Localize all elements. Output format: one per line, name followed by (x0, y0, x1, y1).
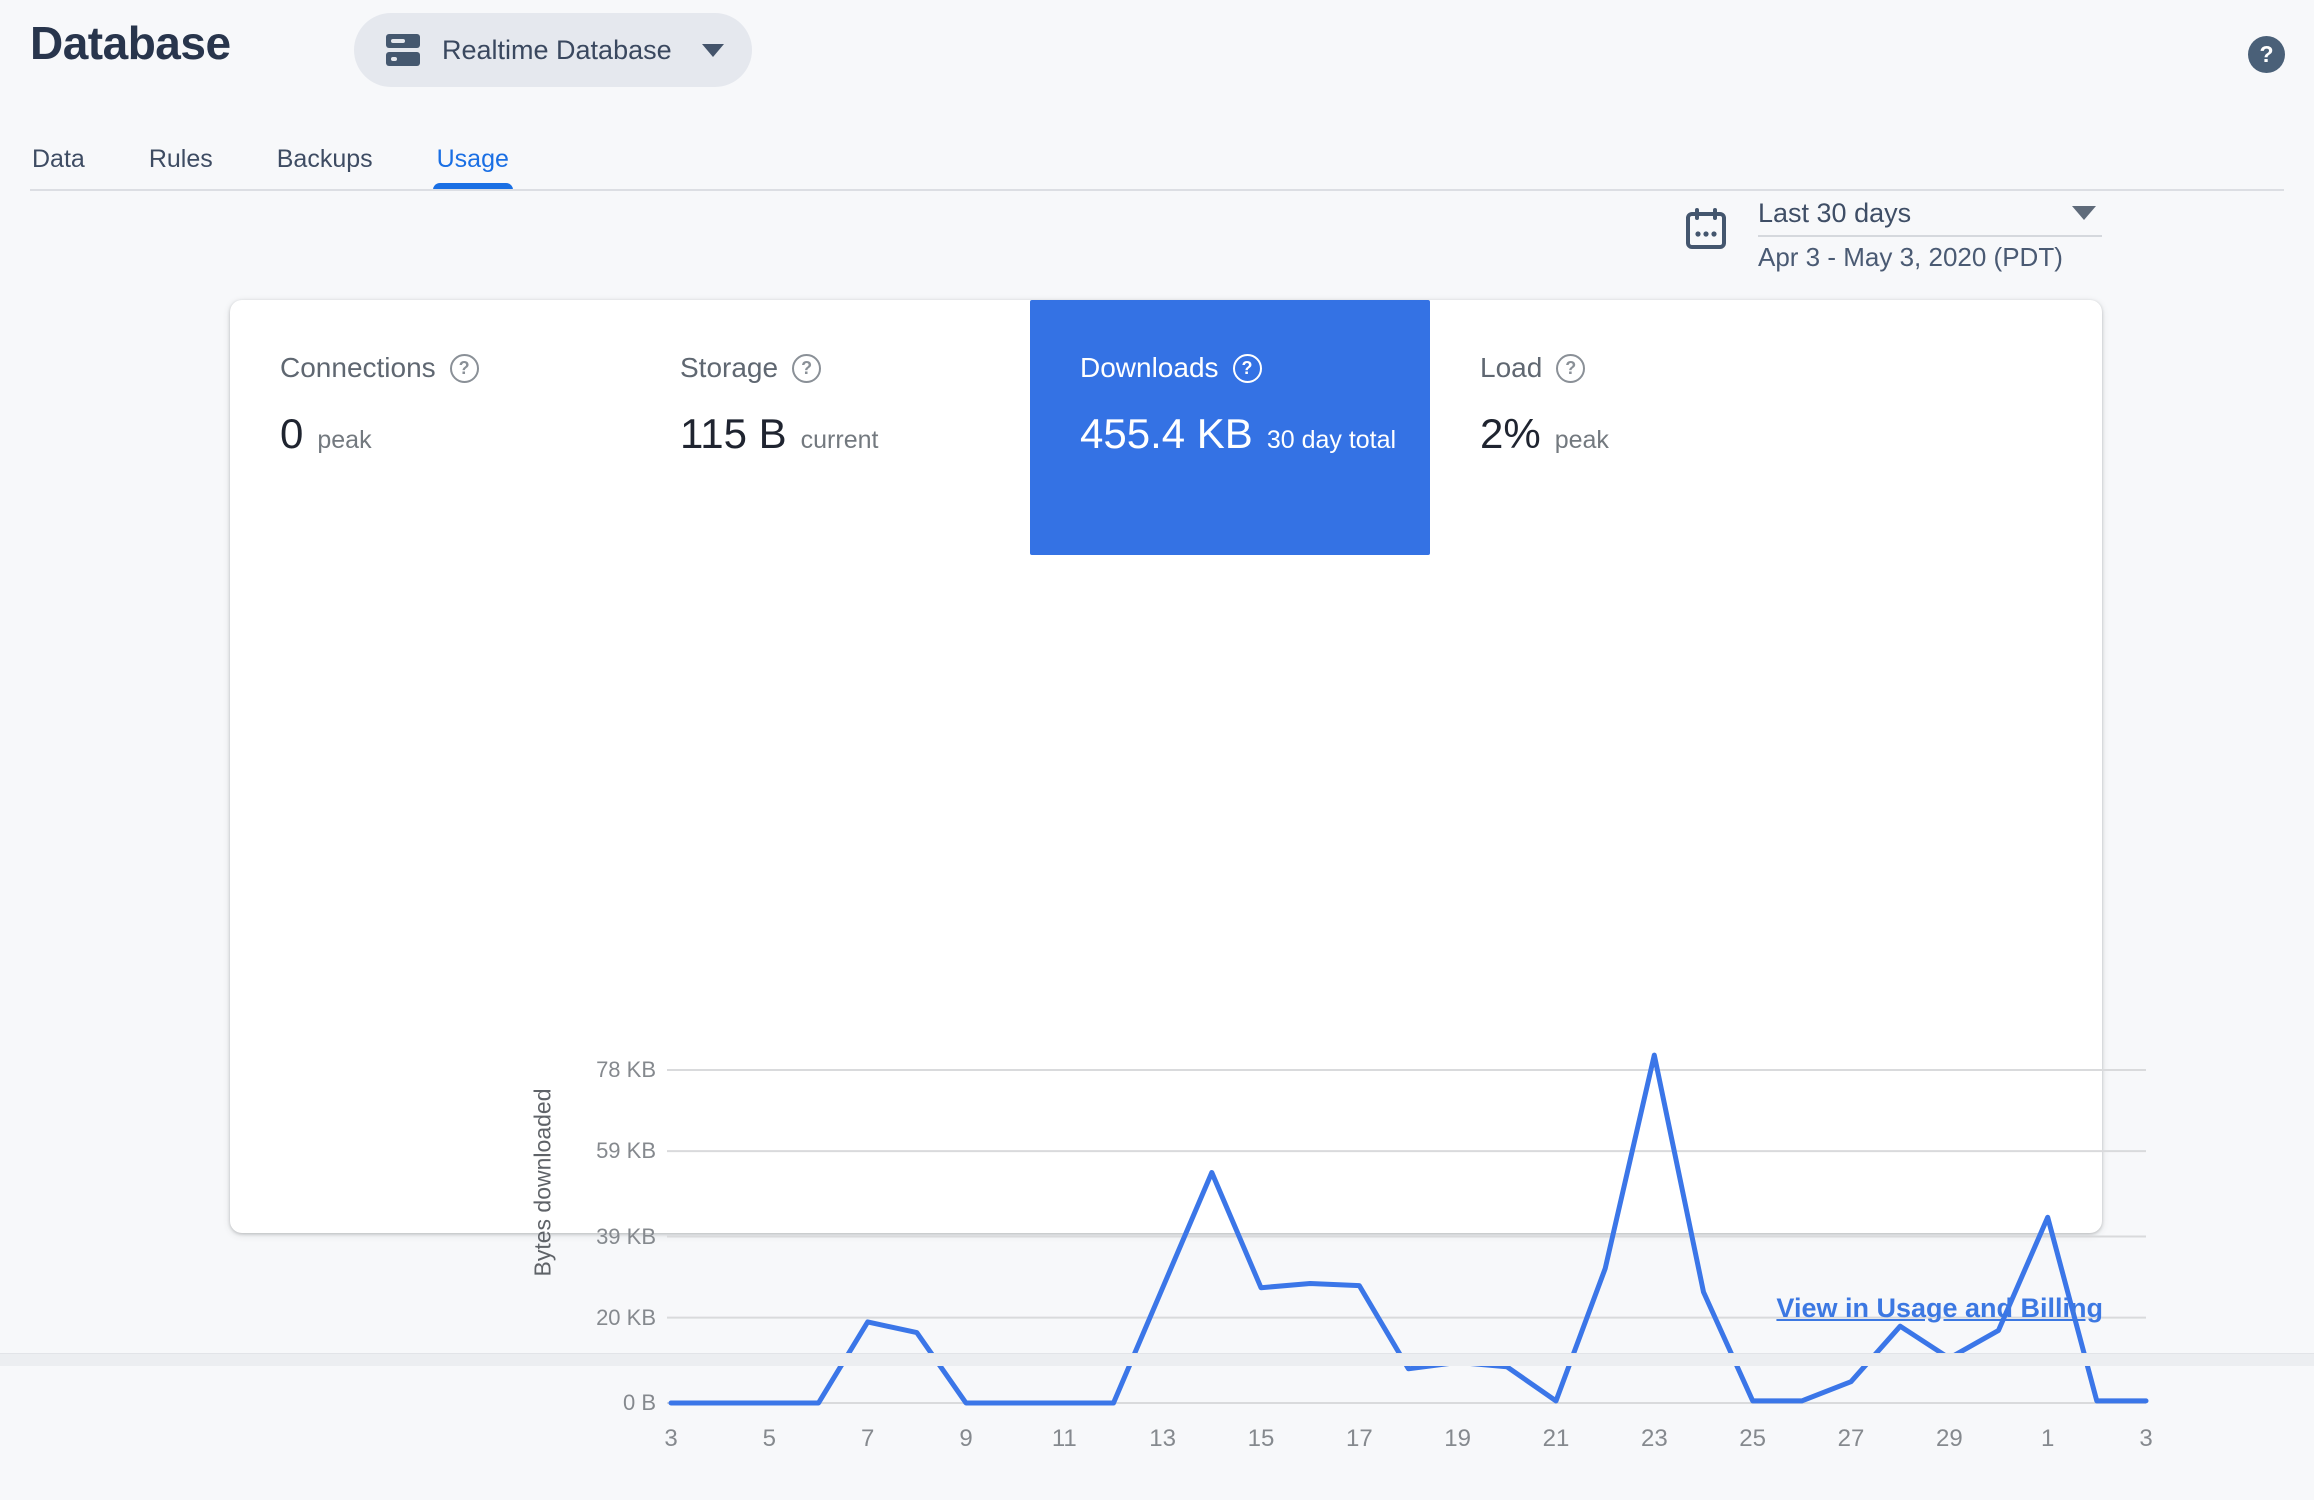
help-circle-icon[interactable]: ? (1232, 353, 1262, 383)
question-mark-icon: ? (2259, 41, 2274, 67)
metric-tab-downloads[interactable]: Downloads? 455.4 KB 30 day total (1030, 300, 1430, 555)
instance-selector-label: Realtime Database (442, 34, 672, 65)
metric-unit: peak (1554, 426, 1609, 454)
bottom-strip (0, 1353, 2314, 1366)
metric-tab-load[interactable]: Load? 2% peak (1430, 300, 1830, 555)
chevron-down-icon (702, 43, 724, 57)
active-tab-underline (432, 183, 513, 190)
x-axis-tick: 29 (1935, 1425, 1963, 1452)
date-range-detail: Apr 3 - May 3, 2020 (PDT) (1758, 242, 2063, 272)
y-axis-tick: 0 B (622, 1390, 656, 1415)
x-axis-tick: 9 (959, 1425, 973, 1452)
date-range-preset: Last 30 days (1758, 197, 1912, 228)
metric-tab-connections[interactable]: Connections? 0 peak (230, 300, 630, 555)
x-axis-tick: 11 (1051, 1425, 1077, 1452)
x-axis-tick: 5 (762, 1425, 776, 1452)
tab-label: Usage (436, 144, 509, 173)
date-range-underline (1758, 235, 2102, 237)
view-usage-billing-link[interactable]: View in Usage and Billing (1776, 1293, 2103, 1323)
x-axis-tick: 13 (1149, 1425, 1176, 1452)
x-axis-tick: 19 (1444, 1425, 1471, 1452)
tab-rules[interactable]: Rules (149, 128, 213, 190)
x-axis-tick: 25 (1739, 1425, 1766, 1452)
x-axis-tick: 3 (664, 1425, 678, 1452)
chevron-down-icon (2072, 206, 2096, 220)
help-circle-icon[interactable]: ? (449, 353, 479, 383)
x-axis-tick: 17 (1345, 1425, 1373, 1452)
database-usage-page: Database Realtime Database ? Data Rules Ba… (0, 13, 2314, 1452)
metric-value: 115 B (680, 410, 787, 457)
x-axis-tick: 1 (2040, 1425, 2055, 1452)
metric-unit: 30 day total (1266, 426, 1397, 454)
metric-label: Connections (280, 352, 436, 383)
page-title: Database (30, 17, 231, 69)
calendar-icon (1686, 208, 1726, 250)
tab-label: Data (32, 144, 85, 173)
help-circle-icon[interactable]: ? (792, 353, 822, 383)
date-range-dropdown[interactable]: Last 30 days (1758, 196, 2102, 230)
metric-tab-storage[interactable]: Storage? 115 B current (630, 300, 1030, 555)
y-axis-tick: 78 KB (596, 1057, 656, 1082)
metric-label: Load (1480, 352, 1543, 383)
y-axis-tick: 20 KB (596, 1304, 656, 1330)
tab-bar: Data Rules Backups Usage (32, 128, 513, 190)
database-instance-selector[interactable]: Realtime Database (354, 13, 752, 87)
metric-value: 2% (1480, 410, 1541, 457)
x-axis-tick: 23 (1640, 1425, 1668, 1452)
x-axis-tick: 27 (1837, 1425, 1865, 1452)
metric-value: 455.4 KB (1080, 410, 1253, 457)
tab-data[interactable]: Data (32, 128, 85, 190)
x-axis-tick: 3 (2139, 1425, 2153, 1452)
help-circle-icon[interactable]: ? (1556, 353, 1586, 383)
metric-unit: peak (317, 426, 372, 454)
tab-backups[interactable]: Backups (277, 128, 373, 190)
downloads-line-series (668, 1052, 2149, 1406)
y-axis-tick: 39 KB (596, 1223, 656, 1249)
metric-label: Storage (680, 352, 779, 383)
tab-usage[interactable]: Usage (432, 128, 513, 190)
x-axis-tick: 7 (860, 1425, 875, 1452)
tab-label: Backups (276, 144, 373, 173)
tab-bar-divider (30, 189, 2284, 191)
help-button[interactable]: ? (2248, 36, 2285, 73)
downloads-chart[interactable]: 0 B 20 KB 39 KB 59 KB 78 KB 3 5 7 9 11 13 15 17 19 21 2… (460, 1000, 2314, 1500)
metric-label: Downloads (1080, 352, 1219, 383)
y-axis-title: Bytes downloaded (529, 1088, 556, 1277)
x-axis-tick: 15 (1247, 1425, 1275, 1452)
y-axis-tick: 59 KB (596, 1138, 656, 1164)
metric-value: 0 (280, 410, 304, 457)
tab-label: Rules (148, 144, 213, 173)
x-axis-tick: 21 (1542, 1425, 1570, 1452)
database-icon (384, 31, 422, 69)
metric-unit: current (800, 426, 879, 454)
